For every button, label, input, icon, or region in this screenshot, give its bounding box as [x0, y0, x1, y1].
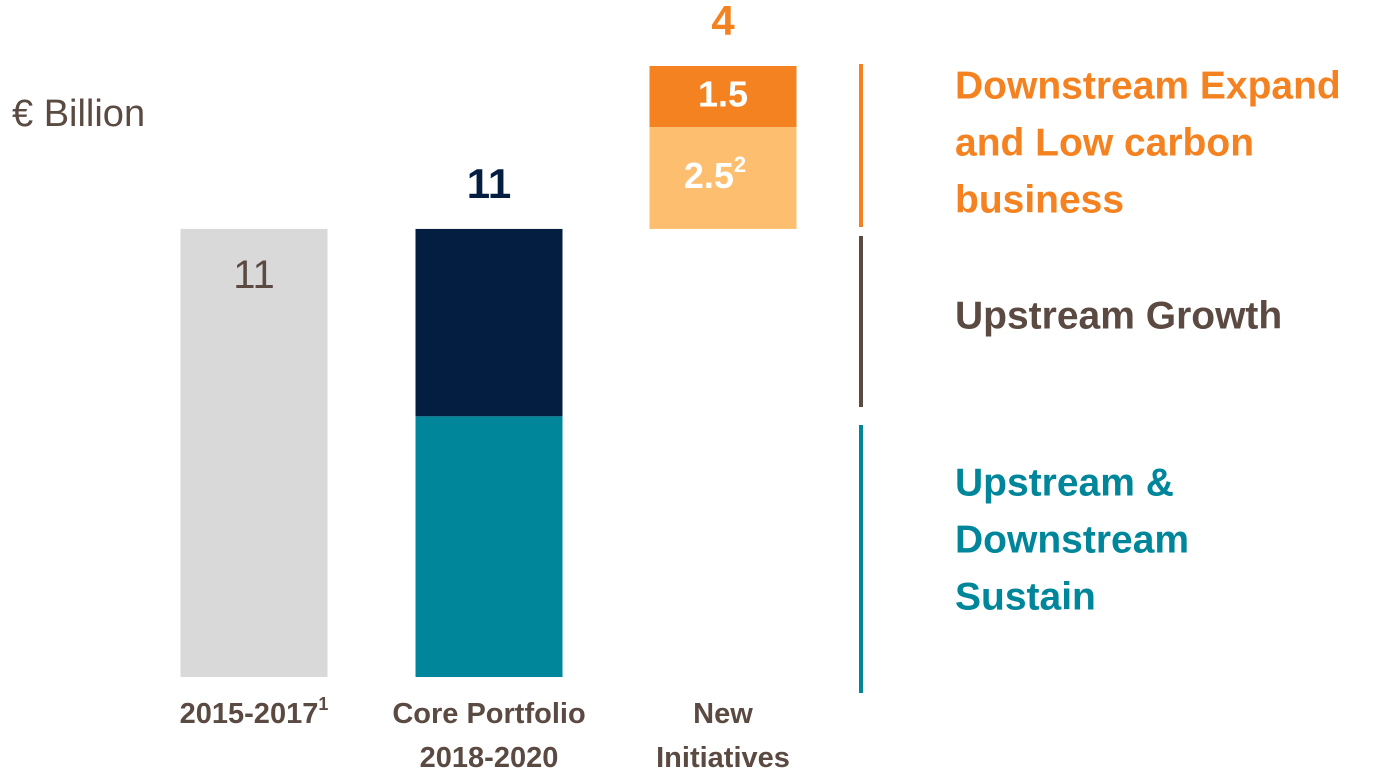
unit-label: € Billion	[12, 93, 145, 135]
x-tick-label: New	[693, 698, 753, 730]
legend-label: Sustain	[955, 575, 1096, 618]
x-tick-label: 2018-2020	[420, 742, 559, 773]
legend-label: Downstream	[955, 518, 1189, 561]
footnote: 2	[734, 152, 746, 177]
x-tick-label: 2015-20171	[180, 694, 329, 730]
legend-label: and Low carbon	[955, 121, 1254, 164]
legend-label: Downstream Expand	[955, 64, 1341, 107]
bar-segment	[415, 416, 563, 677]
bar-segment	[180, 228, 328, 677]
footnote: 1	[318, 694, 328, 714]
x-tick-label-text: Core Portfolio	[392, 698, 585, 730]
total-label: 4	[711, 0, 735, 44]
x-tick-label-text: 2018-2020	[420, 742, 559, 773]
x-tick-label-text: Initiatives	[656, 742, 790, 773]
value-label-text: 1.5	[698, 73, 748, 114]
x-tick-label-text: 2015-2017	[180, 698, 319, 730]
legend-label: Upstream &	[955, 461, 1174, 504]
x-tick-label: Initiatives	[656, 742, 790, 773]
total-label: 11	[467, 160, 511, 207]
x-tick-label-text: New	[693, 698, 753, 730]
x-tick-label: Core Portfolio	[392, 698, 585, 730]
bar-segment	[415, 228, 563, 417]
value-label-text: 11	[233, 252, 275, 296]
value-label: 1.5	[698, 73, 748, 114]
legend-label: Upstream Growth	[955, 294, 1282, 337]
value-label: 2.52	[684, 152, 746, 196]
legend-label: business	[955, 178, 1124, 221]
bar-segment	[649, 127, 797, 229]
bar-segment	[649, 66, 797, 128]
value-label: 11	[233, 252, 275, 296]
value-label-text: 2.5	[684, 155, 734, 196]
